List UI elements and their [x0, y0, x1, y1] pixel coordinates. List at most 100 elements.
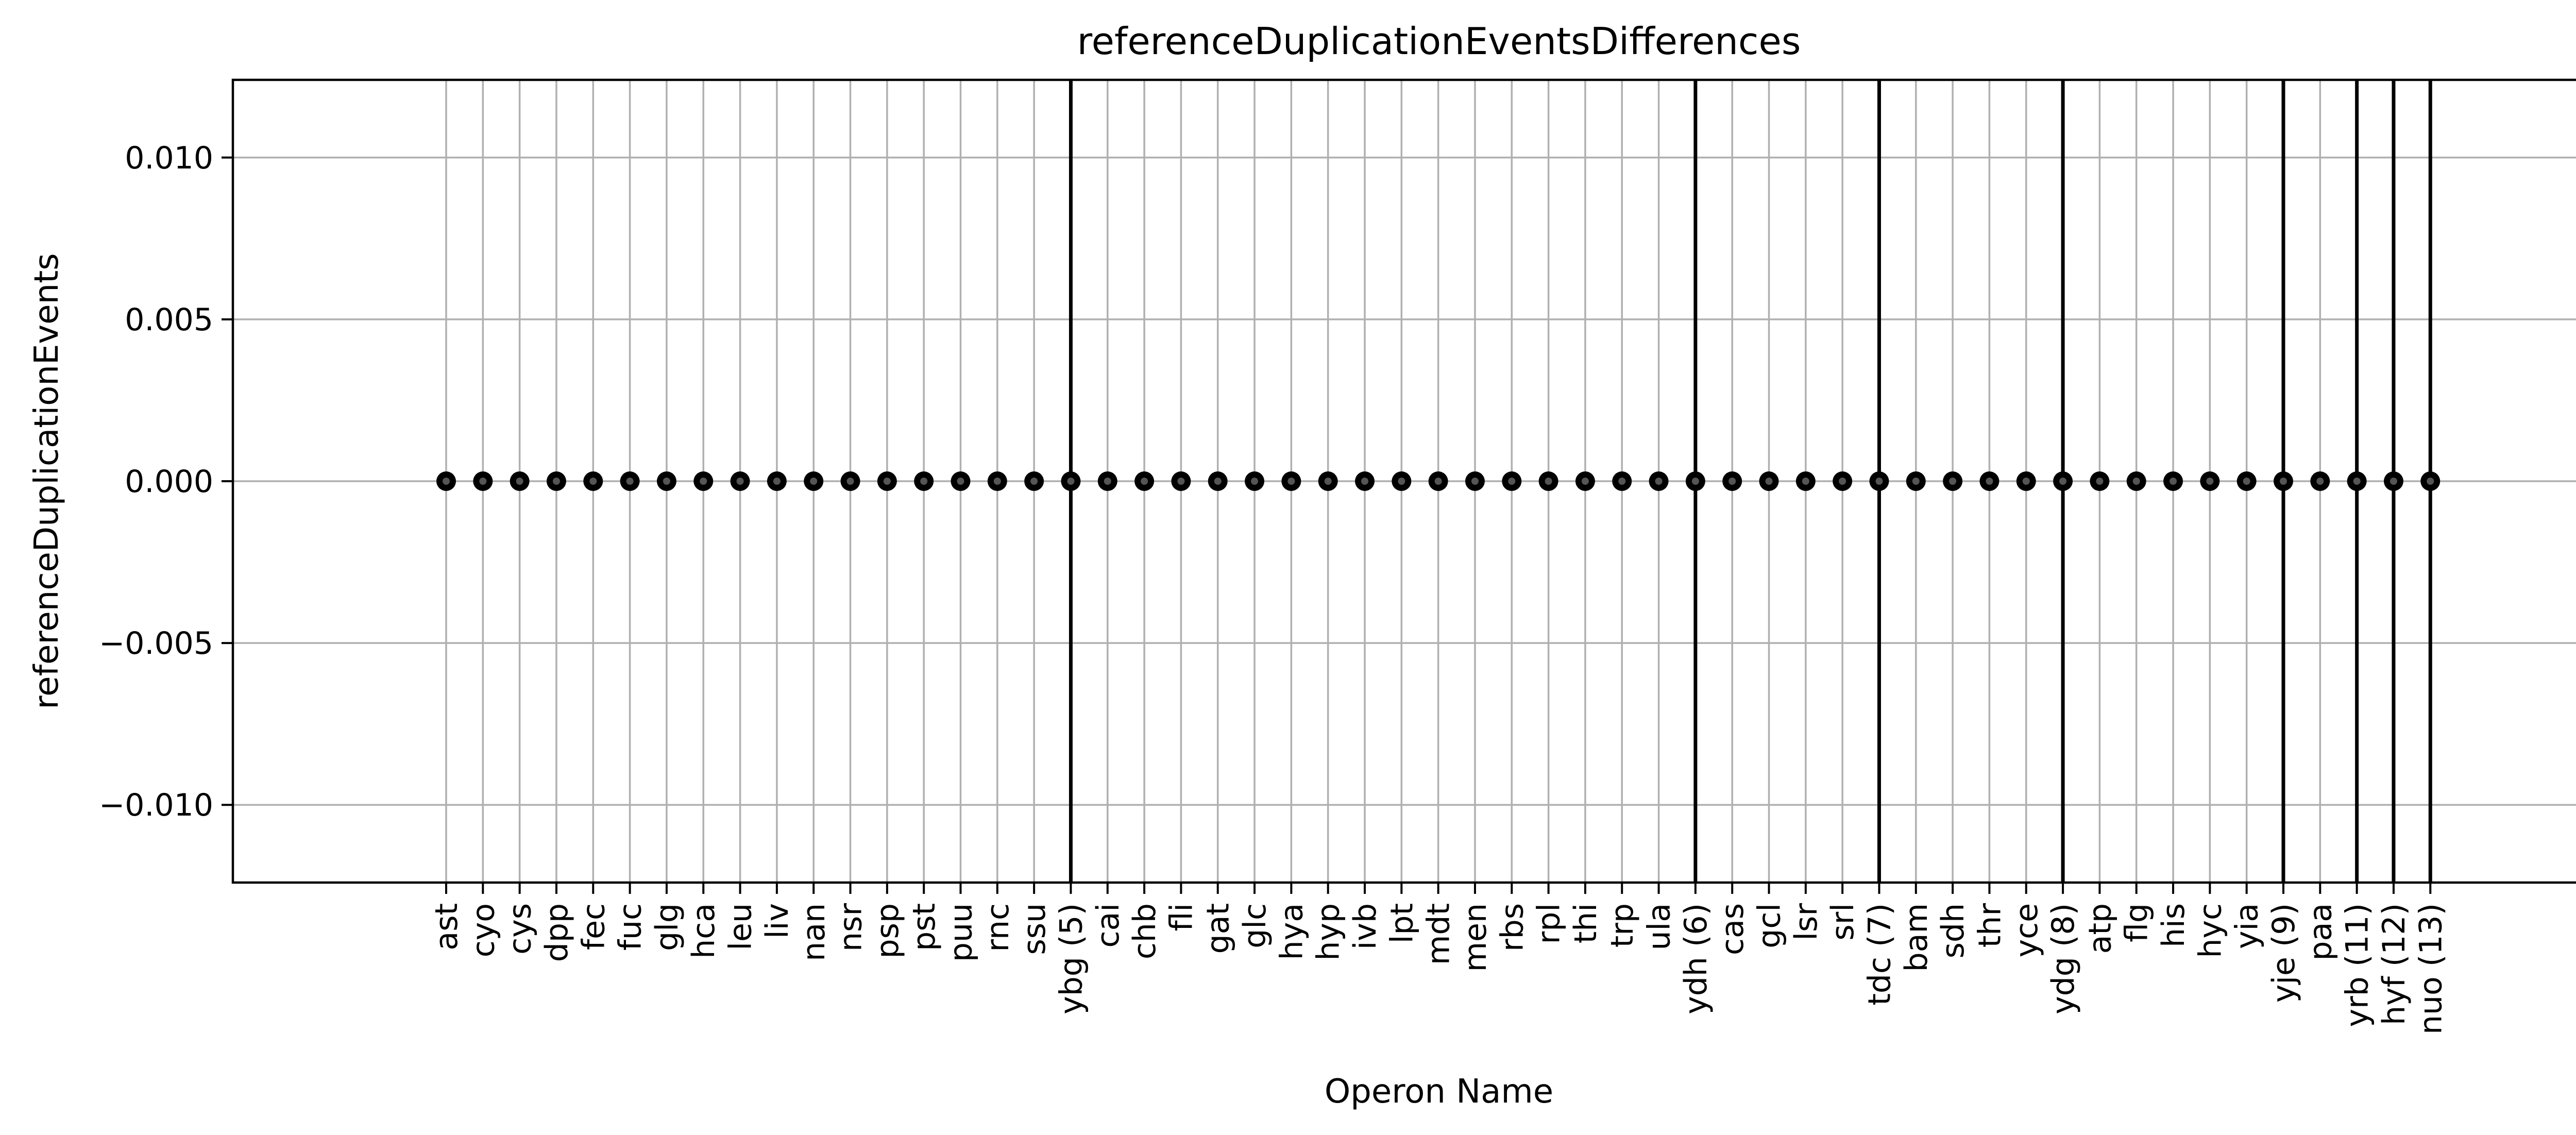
- x-tick-label: ula: [1641, 903, 1677, 950]
- data-point: [656, 471, 676, 491]
- x-tick-label: liv: [759, 903, 795, 939]
- x-tick-label: ydg (8): [2045, 903, 2081, 1014]
- data-point: [1392, 471, 1412, 491]
- x-tick-label: chb: [1127, 903, 1163, 959]
- x-tick-label: mdt: [1421, 903, 1457, 965]
- x-tick-label: yje (9): [2266, 903, 2302, 1003]
- data-point: [2053, 471, 2073, 491]
- data-point: [2274, 471, 2293, 491]
- x-tick-label: hyf (12): [2376, 903, 2412, 1025]
- x-tick-label: cyo: [465, 903, 501, 957]
- x-tick-label: fec: [575, 903, 612, 950]
- x-tick-label: men: [1458, 903, 1494, 972]
- x-tick-label: cai: [1090, 903, 1126, 947]
- x-tick-label: hyp: [1311, 903, 1347, 961]
- x-tick-label: ydh (6): [1678, 903, 1714, 1014]
- data-point: [583, 471, 603, 491]
- data-point: [2420, 471, 2441, 491]
- data-point: [1612, 471, 1632, 491]
- data-point: [1465, 471, 1485, 491]
- data-point: [1061, 471, 1081, 491]
- data-point: [951, 471, 971, 491]
- x-tick-label: flg: [2119, 903, 2155, 942]
- x-tick-label: trp: [1604, 903, 1640, 947]
- data-point: [2236, 471, 2257, 491]
- data-point: [510, 471, 530, 491]
- data-point: [1906, 471, 1926, 491]
- x-tick-label: glg: [649, 903, 685, 951]
- x-tick-label: gcl: [1752, 903, 1788, 948]
- x-tick-label: ivb: [1347, 903, 1383, 950]
- data-point: [2090, 471, 2110, 491]
- x-tick-label: nan: [796, 903, 832, 961]
- x-tick-label: thr: [1972, 903, 2008, 948]
- x-tick-label: sdh: [1935, 903, 1971, 958]
- chart-title: referenceDuplicationEventsDifferences: [1077, 20, 1801, 63]
- x-tick-label: lpt: [1384, 903, 1420, 943]
- data-point: [2200, 471, 2220, 491]
- x-tick-label: paa: [2302, 903, 2338, 961]
- data-point: [1208, 471, 1228, 491]
- data-point: [2016, 471, 2036, 491]
- data-point: [1833, 471, 1853, 491]
- x-tick-label: pst: [906, 903, 942, 951]
- x-tick-label: hya: [1274, 903, 1310, 960]
- data-point: [436, 471, 456, 491]
- data-point: [1245, 471, 1265, 491]
- x-tick-label: glc: [1237, 903, 1273, 948]
- y-axis-label: referenceDuplicationEvents: [28, 253, 66, 709]
- data-point: [840, 471, 860, 491]
- x-tick-label: ssu: [1016, 903, 1053, 955]
- data-point: [1538, 471, 1558, 491]
- y-tick-label: 0.005: [125, 302, 213, 338]
- x-tick-label: dpp: [539, 903, 575, 962]
- x-tick-label: lsr: [1788, 903, 1824, 941]
- x-tick-label: yrb (11): [2340, 903, 2376, 1027]
- data-point: [1134, 471, 1155, 491]
- data-point: [804, 471, 824, 491]
- x-tick-label: yce: [2009, 903, 2045, 957]
- data-point: [730, 471, 750, 491]
- x-tick-label: ast: [429, 903, 465, 951]
- y-tick-label: −0.005: [99, 625, 213, 662]
- data-point: [1502, 471, 1522, 491]
- x-tick-label: puu: [943, 903, 979, 962]
- x-tick-label: thi: [1568, 903, 1604, 943]
- data-point: [1979, 471, 1999, 491]
- data-points: [436, 471, 2441, 491]
- data-point: [877, 471, 897, 491]
- x-tick-label: nsr: [833, 903, 869, 952]
- y-tick-label: 0.000: [125, 464, 213, 500]
- x-tick-label: hca: [686, 903, 722, 959]
- y-axis-ticks: −0.010 −0.005 0.000 0.005 0.010: [99, 140, 233, 823]
- data-point: [767, 471, 787, 491]
- x-tick-label: cys: [502, 903, 538, 955]
- data-point: [693, 471, 714, 491]
- x-tick-label: yia: [2229, 903, 2265, 949]
- y-tick-label: −0.010: [99, 787, 213, 823]
- x-tick-label: hyc: [2192, 903, 2228, 958]
- data-point: [1281, 471, 1301, 491]
- data-point: [546, 471, 566, 491]
- data-point: [2383, 471, 2403, 491]
- x-tick-label: srl: [1825, 903, 1861, 941]
- x-tick-label: gat: [1200, 903, 1236, 954]
- data-point: [1759, 471, 1779, 491]
- data-point: [620, 471, 640, 491]
- x-tick-label: rpl: [1531, 903, 1567, 944]
- x-tick-label: his: [2156, 903, 2192, 947]
- data-point: [1575, 471, 1595, 491]
- data-point: [2347, 471, 2367, 491]
- x-axis-ticks: ast cyo cys dpp fec fuc glg hca leu liv nan nsr psp p…: [429, 883, 2449, 1035]
- data-point: [2310, 471, 2330, 491]
- y-tick-label: 0.010: [125, 140, 213, 176]
- data-point: [1943, 471, 1963, 491]
- data-point: [1428, 471, 1448, 491]
- data-point: [2126, 471, 2146, 491]
- x-tick-label: rnc: [980, 903, 1016, 952]
- data-point: [1685, 471, 1705, 491]
- data-point: [1869, 471, 1889, 491]
- data-point: [1318, 471, 1338, 491]
- x-tick-label: bam: [1899, 903, 1935, 972]
